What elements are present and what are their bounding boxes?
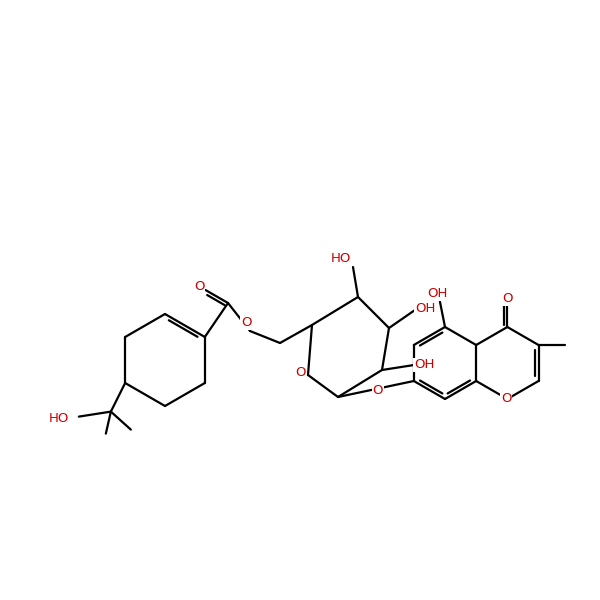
Text: O: O bbox=[194, 280, 205, 292]
Text: O: O bbox=[501, 392, 512, 406]
Text: O: O bbox=[241, 317, 251, 329]
Text: OH: OH bbox=[415, 301, 435, 314]
Text: OH: OH bbox=[428, 287, 448, 300]
Text: HO: HO bbox=[331, 253, 351, 265]
Text: O: O bbox=[295, 367, 305, 379]
Text: O: O bbox=[373, 385, 383, 397]
Text: HO: HO bbox=[49, 412, 69, 425]
Text: OH: OH bbox=[414, 358, 434, 371]
Text: O: O bbox=[502, 292, 512, 305]
